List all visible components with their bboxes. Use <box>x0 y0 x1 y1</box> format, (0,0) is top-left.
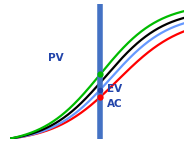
Text: EV: EV <box>107 84 123 94</box>
Text: AC: AC <box>107 99 123 109</box>
Text: PV: PV <box>48 53 64 63</box>
